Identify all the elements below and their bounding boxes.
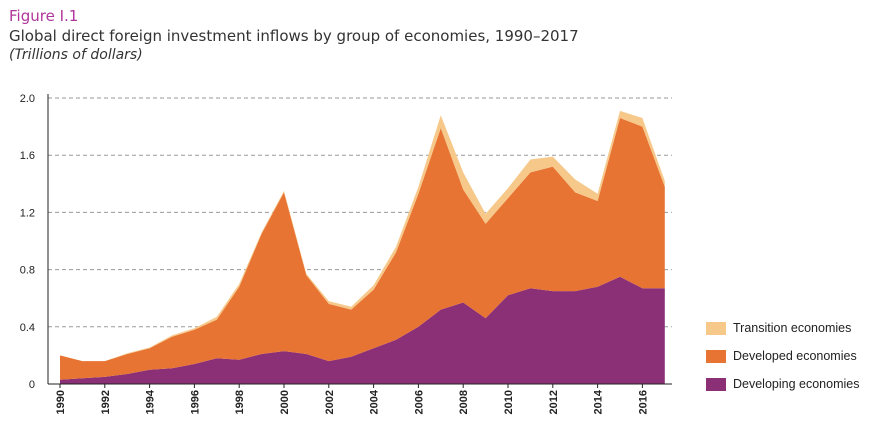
legend-swatch-developing	[706, 377, 726, 391]
legend-swatch-developed	[706, 349, 726, 363]
y-tick-label-2: 0.8	[20, 265, 35, 277]
figure-label: Figure I.1	[9, 7, 79, 25]
x-tick-label-2008: 2008	[458, 390, 470, 414]
y-axis-ticks: 0 0.4 0.8 1.2 1.6 2.0	[20, 93, 35, 391]
x-tick-label-1992: 1992	[100, 390, 112, 414]
x-tick-label-2000: 2000	[279, 390, 291, 414]
x-tick-label-1994: 1994	[145, 389, 157, 414]
legend-item-transition: Transition economies	[706, 314, 859, 342]
chart-subtitle: (Trillions of dollars)	[9, 47, 143, 63]
area-series-developed	[60, 118, 665, 380]
legend-item-developing: Developing economies	[706, 370, 859, 398]
x-tick-label-1998: 1998	[234, 390, 246, 414]
axes	[47, 94, 672, 385]
x-tick-label-2006: 2006	[413, 390, 425, 414]
x-axis-ticks: 1990 1992 1994 1996 1998 2000 2002 2004 2006 2008…	[55, 384, 649, 414]
y-tick-label-0: 0	[29, 379, 35, 391]
legend-swatch-transition	[706, 321, 726, 335]
x-tick-label-1990: 1990	[55, 390, 67, 414]
chart-title: Global direct foreign investment inflows…	[9, 27, 579, 45]
area-series	[60, 110, 665, 384]
legend-item-developed: Developed economies	[706, 342, 859, 370]
legend-label-developed: Developed economies	[733, 349, 857, 363]
x-tick-label-2004: 2004	[369, 389, 381, 414]
area-series-developing	[60, 276, 665, 384]
y-tick-label-4: 1.6	[20, 150, 35, 162]
y-tick-label-3: 1.2	[20, 207, 35, 219]
x-tick-label-2016: 2016	[637, 390, 649, 414]
x-tick-label-2002: 2002	[324, 390, 336, 414]
y-tick-label-1: 0.4	[20, 322, 35, 334]
x-tick-label-2014: 2014	[593, 389, 605, 414]
legend-label-transition: Transition economies	[733, 321, 852, 335]
x-tick-label-1996: 1996	[189, 390, 201, 414]
x-tick-label-2010: 2010	[503, 390, 515, 414]
x-tick-label-2012: 2012	[548, 390, 560, 414]
y-tick-label-5: 2.0	[20, 93, 35, 105]
legend-label-developing: Developing economies	[733, 377, 860, 391]
legend: Transition economies Developed economies…	[706, 314, 859, 398]
